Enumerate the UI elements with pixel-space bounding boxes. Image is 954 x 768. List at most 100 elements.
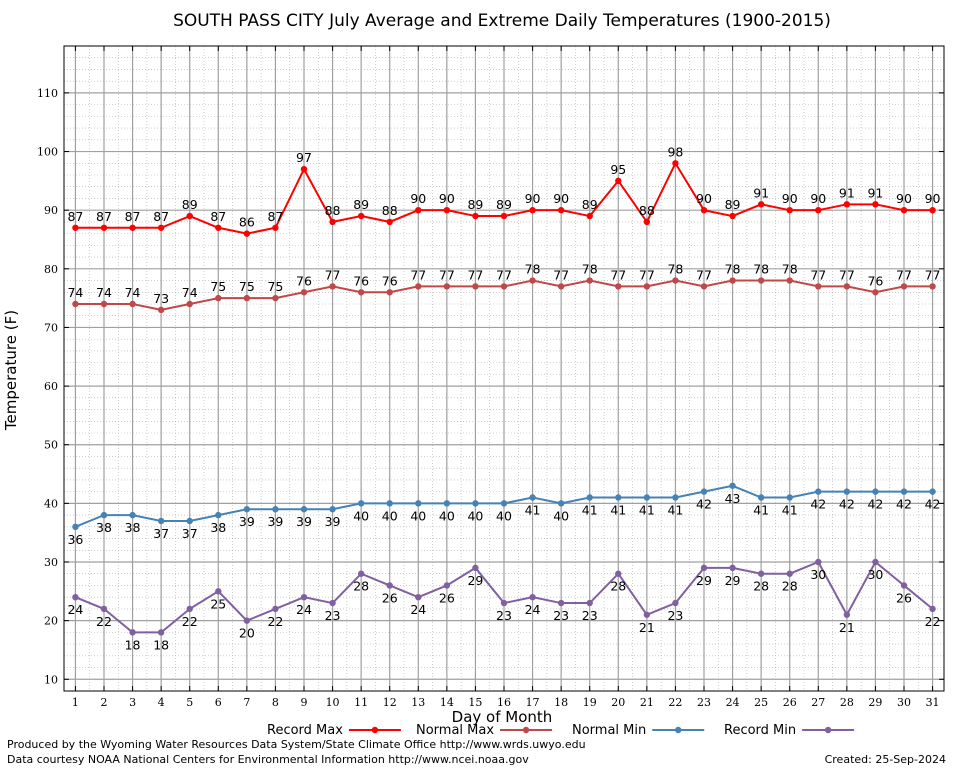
record-max-point [929, 206, 936, 214]
record-max-data-label: 87 [210, 209, 226, 224]
normal-min-point [672, 494, 679, 501]
normal-min-data-label: 41 [525, 503, 541, 518]
normal-max-point [100, 300, 108, 308]
record-min-point [815, 558, 822, 566]
record-max-data-label: 89 [496, 197, 512, 212]
normal-max-point [786, 277, 793, 284]
normal-min-data-label: 36 [67, 532, 83, 547]
record-max-data-label: 89 [353, 197, 369, 212]
record-max-point [672, 160, 679, 167]
normal-min-point [586, 494, 593, 501]
record-max-data-label: 87 [67, 209, 83, 224]
record-min-point [672, 599, 679, 607]
y-tick-label: 90 [44, 204, 58, 217]
record-max-data-label: 90 [525, 191, 541, 206]
record-max-point [815, 206, 822, 214]
record-min-data-label: 18 [125, 637, 141, 652]
record-min-data-label: 23 [496, 608, 512, 623]
record-max-point [272, 224, 279, 231]
normal-max-point [672, 277, 679, 284]
normal-max-point [586, 277, 593, 284]
record-max-point [615, 177, 622, 185]
legend-marker-record-max [371, 726, 379, 734]
x-axis-label: Day of Month [452, 708, 553, 726]
normal-min-data-label: 41 [610, 503, 626, 518]
record-max-point [500, 212, 508, 220]
record-min-data-label: 26 [382, 590, 398, 605]
record-max-data-label: 90 [925, 191, 941, 206]
record-min-point [900, 582, 908, 589]
record-max-point [215, 224, 222, 231]
normal-min-point [900, 488, 908, 495]
y-tick-label: 50 [44, 439, 58, 452]
record-min-point [157, 629, 165, 636]
record-min-data-label: 22 [182, 614, 198, 629]
record-max-data-label: 87 [267, 209, 283, 224]
record-max-data-label: 89 [182, 197, 198, 212]
record-min-point [129, 629, 136, 636]
normal-min-point [357, 500, 365, 507]
x-tick-label: 17 [526, 696, 540, 709]
normal-max-data-label: 78 [782, 262, 798, 277]
normal-min-point [157, 517, 165, 525]
normal-max-data-label: 77 [467, 267, 483, 282]
normal-min-data-label: 41 [582, 503, 598, 518]
record-max-data-label: 88 [382, 203, 398, 218]
normal-max-data-label: 76 [867, 273, 883, 288]
normal-min-point [243, 506, 251, 513]
y-tick-label: 80 [44, 263, 58, 276]
record-max-data-label: 98 [667, 144, 683, 159]
normal-min-data-label: 39 [267, 514, 283, 529]
normal-min-data-label: 40 [553, 508, 569, 523]
normal-min-data-label: 39 [325, 514, 341, 529]
normal-min-data-label: 40 [467, 508, 483, 523]
normal-min-point [72, 523, 79, 531]
x-tick-label: 14 [440, 696, 454, 709]
legend-marker-record-min [824, 726, 832, 734]
record-min-point [872, 558, 879, 566]
x-tick-label: 18 [554, 696, 568, 709]
record-min-data-label: 18 [153, 637, 169, 652]
normal-max-data-label: 76 [353, 273, 369, 288]
normal-min-point [557, 500, 565, 507]
record-max-data-label: 89 [582, 197, 598, 212]
x-tick-label: 6 [215, 696, 222, 709]
legend-label-normal-max: Normal Max [416, 723, 494, 738]
y-tick-label: 110 [37, 87, 58, 100]
x-tick-label: 21 [640, 696, 654, 709]
x-tick-label: 23 [697, 696, 711, 709]
record-max-data-label: 90 [553, 191, 569, 206]
record-max-point [900, 206, 908, 214]
x-tick-label: 2 [101, 696, 108, 709]
record-min-data-label: 24 [67, 602, 83, 617]
legend-label-record-max: Record Max [267, 723, 343, 738]
x-tick-label: 5 [186, 696, 193, 709]
normal-min-data-label: 42 [696, 497, 712, 512]
normal-min-data-label: 42 [867, 497, 883, 512]
record-min-point [472, 564, 479, 572]
normal-max-point [900, 283, 908, 290]
record-max-data-label: 97 [296, 150, 312, 165]
footer-data-courtesy: Data courtesy NOAA National Centers for … [7, 753, 529, 766]
record-max-point [300, 165, 308, 173]
record-min-data-label: 22 [267, 614, 283, 629]
record-min-point [100, 605, 108, 613]
record-min-data-label: 29 [725, 573, 741, 588]
normal-min-data-label: 43 [725, 491, 741, 506]
normal-max-point [529, 277, 536, 284]
record-min-point [757, 570, 765, 577]
record-min-point [586, 599, 593, 607]
normal-max-data-label: 77 [553, 267, 569, 282]
y-tick-label: 10 [44, 673, 58, 686]
normal-max-point [557, 283, 565, 290]
record-max-point [786, 206, 793, 214]
footer-created: Created: 25-Sep-2024 [824, 753, 946, 766]
legend-label-record-min: Record Min [724, 723, 796, 738]
record-min-data-label: 29 [467, 573, 483, 588]
x-tick-label: 8 [272, 696, 279, 709]
normal-max-data-label: 77 [410, 267, 426, 282]
normal-min-point [757, 494, 765, 501]
y-axis-label: Temperature (F) [2, 310, 20, 431]
normal-min-point [843, 488, 851, 495]
normal-max-point [157, 306, 165, 314]
